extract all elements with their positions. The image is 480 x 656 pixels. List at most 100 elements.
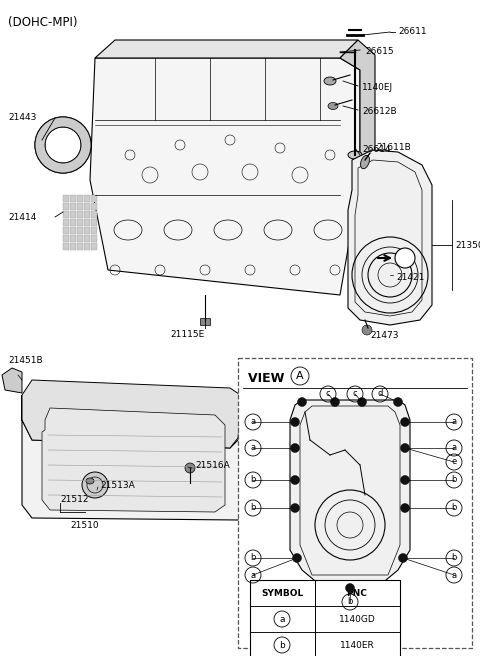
Bar [200,318,210,325]
Text: a: a [251,443,255,453]
Text: a: a [251,417,255,426]
Text: A: A [402,253,408,263]
Bar [358,582,372,590]
Bar [250,606,400,632]
Ellipse shape [328,102,338,110]
Text: b: b [250,476,256,485]
Ellipse shape [348,151,362,159]
Text: PNC: PNC [347,588,367,598]
Text: b: b [250,554,256,562]
Text: c: c [326,390,330,398]
Text: a: a [251,571,255,579]
Circle shape [400,443,409,453]
Bar [63,211,69,218]
Bar [91,195,97,202]
Polygon shape [2,368,22,393]
Bar [70,195,76,202]
Text: 21350E: 21350E [455,241,480,249]
Text: 21473: 21473 [370,331,398,340]
Bar [63,227,69,234]
Polygon shape [95,40,358,58]
Bar [91,203,97,210]
Text: 21516A: 21516A [195,461,230,470]
Polygon shape [42,408,225,512]
Text: a: a [451,443,456,453]
Text: 26612B: 26612B [362,106,396,115]
Text: 1140ER: 1140ER [340,640,374,649]
Polygon shape [290,400,410,585]
Text: 21115E: 21115E [170,330,204,339]
Text: 21451B: 21451B [8,356,43,365]
Text: VIEW: VIEW [248,372,289,385]
Text: 21512: 21512 [60,495,88,504]
Bar [84,203,90,210]
Bar [250,580,400,656]
Circle shape [400,504,409,512]
Bar [238,358,472,648]
Polygon shape [348,150,432,325]
Bar [70,219,76,226]
Text: a: a [279,615,285,623]
Polygon shape [90,58,360,295]
Text: 26615: 26615 [365,47,394,56]
Bar [63,203,69,210]
Circle shape [400,476,409,485]
Text: A: A [296,371,304,381]
Text: b: b [451,504,456,512]
Bar [70,235,76,242]
Bar [84,195,90,202]
Text: b: b [451,476,456,485]
Circle shape [290,443,300,453]
Text: 1140EJ: 1140EJ [362,83,393,91]
Bar [328,582,342,590]
Ellipse shape [324,77,336,85]
Text: b: b [250,504,256,512]
Polygon shape [340,40,375,180]
Bar [84,243,90,250]
Circle shape [362,325,372,335]
Text: c: c [353,390,357,398]
Bar [77,235,83,242]
Circle shape [298,398,307,407]
Circle shape [398,554,408,562]
Bar [70,227,76,234]
Ellipse shape [86,478,94,484]
Text: 26611: 26611 [398,28,427,37]
Wedge shape [35,117,91,173]
Bar [77,211,83,218]
Bar [77,243,83,250]
Circle shape [290,417,300,426]
Ellipse shape [360,155,370,169]
Bar [84,219,90,226]
Text: b: b [451,554,456,562]
Bar [91,243,97,250]
Bar [250,632,400,656]
Text: d: d [377,390,383,398]
Circle shape [290,476,300,485]
Bar [308,582,322,590]
Text: (DOHC-MPI): (DOHC-MPI) [8,16,77,29]
Circle shape [185,463,195,473]
Text: 21611B: 21611B [376,144,411,152]
Bar [91,235,97,242]
Text: a: a [451,571,456,579]
Text: b: b [348,598,353,607]
Bar [77,219,83,226]
Bar [77,195,83,202]
Text: 21510: 21510 [70,520,98,529]
Text: 21414: 21414 [8,213,36,222]
Text: 21513A: 21513A [100,480,135,489]
Circle shape [82,472,108,498]
Bar [84,227,90,234]
Text: 26614: 26614 [362,146,391,155]
Text: a: a [451,417,456,426]
Text: 21443: 21443 [8,113,36,123]
Bar [91,227,97,234]
Circle shape [395,248,415,268]
Bar [70,203,76,210]
Circle shape [290,504,300,512]
Bar [63,243,69,250]
Circle shape [394,398,403,407]
Bar [63,235,69,242]
Text: e: e [451,457,456,466]
